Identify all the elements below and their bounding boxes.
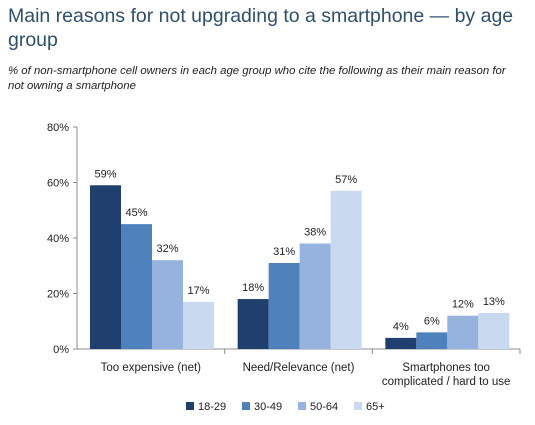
legend-swatch	[354, 402, 362, 410]
legend-swatch	[242, 402, 250, 410]
category-label: complicated / hard to use	[382, 376, 511, 388]
legend-label: 30-49	[254, 401, 282, 413]
y-tick-label: 40%	[47, 233, 69, 245]
legend-label: 65+	[366, 401, 385, 413]
value-label: 13%	[483, 296, 505, 308]
bar	[268, 262, 300, 349]
legend-label: 50-64	[310, 401, 338, 413]
bar	[237, 299, 269, 349]
bar	[385, 337, 417, 349]
legend-swatch	[186, 402, 194, 410]
bar	[447, 315, 479, 349]
value-label: 32%	[156, 243, 178, 255]
bar	[152, 260, 183, 349]
bar	[121, 224, 152, 349]
value-label: 31%	[273, 246, 295, 258]
bar	[299, 243, 331, 349]
value-label: 59%	[94, 168, 116, 180]
legend: 18-29 30-49 50-64 65+	[186, 401, 385, 413]
value-label: 57%	[335, 174, 357, 186]
legend-label: 18-29	[198, 401, 226, 413]
value-label: 4%	[393, 321, 409, 333]
bar	[183, 301, 214, 349]
category-label: Too expensive (net)	[101, 362, 202, 374]
value-labels: 59% 45% 32% 17% 18% 31% 38% 57% 4% 6% 12% 13%	[94, 168, 505, 333]
value-label: 12%	[452, 299, 474, 311]
y-tick-label: 80%	[47, 122, 69, 134]
value-label: 17%	[187, 285, 209, 297]
category-labels: Too expensive (net) Need/Relevance (net) S…	[101, 362, 511, 388]
category-label: Smartphones too	[402, 362, 490, 374]
y-tick-label: 0%	[53, 344, 69, 356]
value-label: 6%	[424, 315, 440, 327]
value-label: 45%	[125, 207, 147, 219]
value-label: 38%	[304, 227, 326, 239]
chart-title: Main reasons for not upgrading to a smar…	[8, 5, 514, 51]
bar	[478, 312, 510, 349]
legend-swatch	[298, 402, 306, 410]
bar	[90, 185, 121, 349]
bars	[90, 185, 510, 349]
bar	[330, 190, 362, 349]
category-label: Need/Relevance (net)	[243, 362, 355, 374]
chart-subtitle: % of non-smartphone cell owners in each …	[8, 65, 506, 92]
y-tick-label: 20%	[47, 289, 69, 301]
y-tick-label: 60%	[47, 178, 69, 190]
bar	[416, 332, 448, 349]
value-label: 18%	[242, 282, 264, 294]
